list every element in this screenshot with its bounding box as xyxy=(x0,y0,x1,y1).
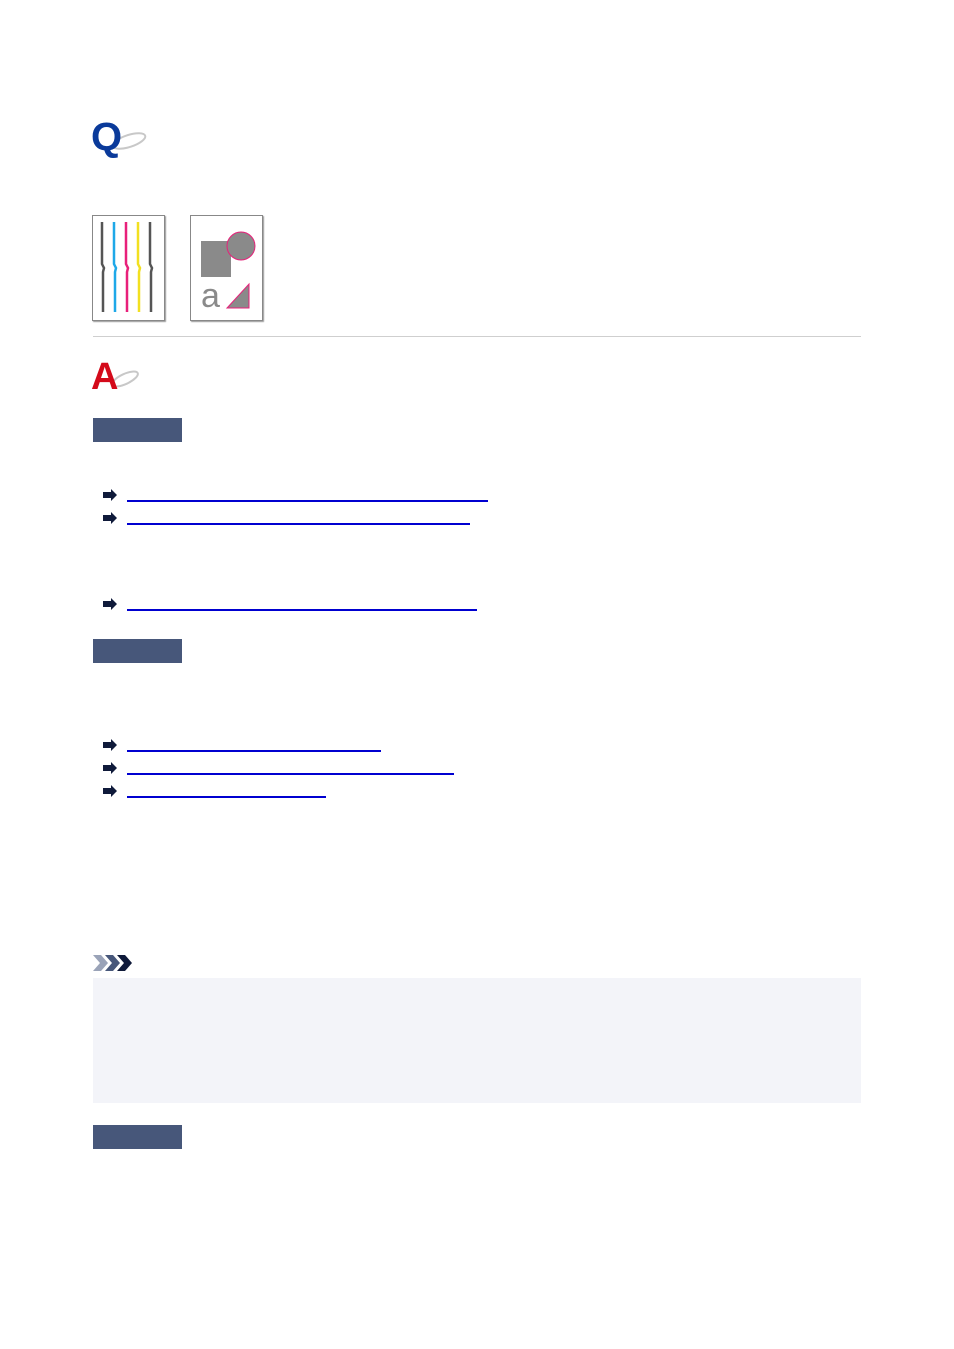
note-chevrons-icon xyxy=(93,955,132,971)
question-logo: Q xyxy=(91,115,151,160)
svg-text:Q: Q xyxy=(91,116,122,159)
right-arrow-icon xyxy=(103,762,117,774)
link-underline[interactable] xyxy=(127,500,488,502)
question-logo-icon: Q xyxy=(91,115,147,159)
right-arrow-icon xyxy=(103,489,117,501)
right-arrow-icon xyxy=(103,598,117,610)
check-section-bar-3 xyxy=(93,1125,182,1149)
illustration-letter: a xyxy=(201,277,220,315)
right-arrow-icon xyxy=(103,512,117,524)
color-line xyxy=(136,222,142,312)
check-section-bar-2 xyxy=(93,639,182,663)
right-arrow-icon xyxy=(103,785,117,797)
answer-logo-icon: A xyxy=(91,356,139,398)
color-line xyxy=(148,222,154,312)
streaked-lines-illustration xyxy=(92,215,165,321)
note-icon xyxy=(93,955,133,976)
note-box xyxy=(93,978,861,1103)
blurred-shapes-illustration: a xyxy=(190,215,263,321)
color-line xyxy=(124,222,130,312)
link-underline[interactable] xyxy=(127,523,470,525)
svg-text:A: A xyxy=(91,356,118,394)
link-underline[interactable] xyxy=(127,750,381,752)
link-underline[interactable] xyxy=(127,773,454,775)
color-line xyxy=(100,222,106,312)
check-section-bar-1 xyxy=(93,418,182,442)
color-line xyxy=(112,222,118,312)
shapes-icon: a xyxy=(201,231,256,315)
divider xyxy=(93,336,861,337)
link-underline[interactable] xyxy=(127,609,477,611)
answer-logo: A xyxy=(91,354,141,398)
color-lines-icon xyxy=(100,222,154,312)
right-arrow-icon xyxy=(103,739,117,751)
link-underline[interactable] xyxy=(127,796,326,798)
